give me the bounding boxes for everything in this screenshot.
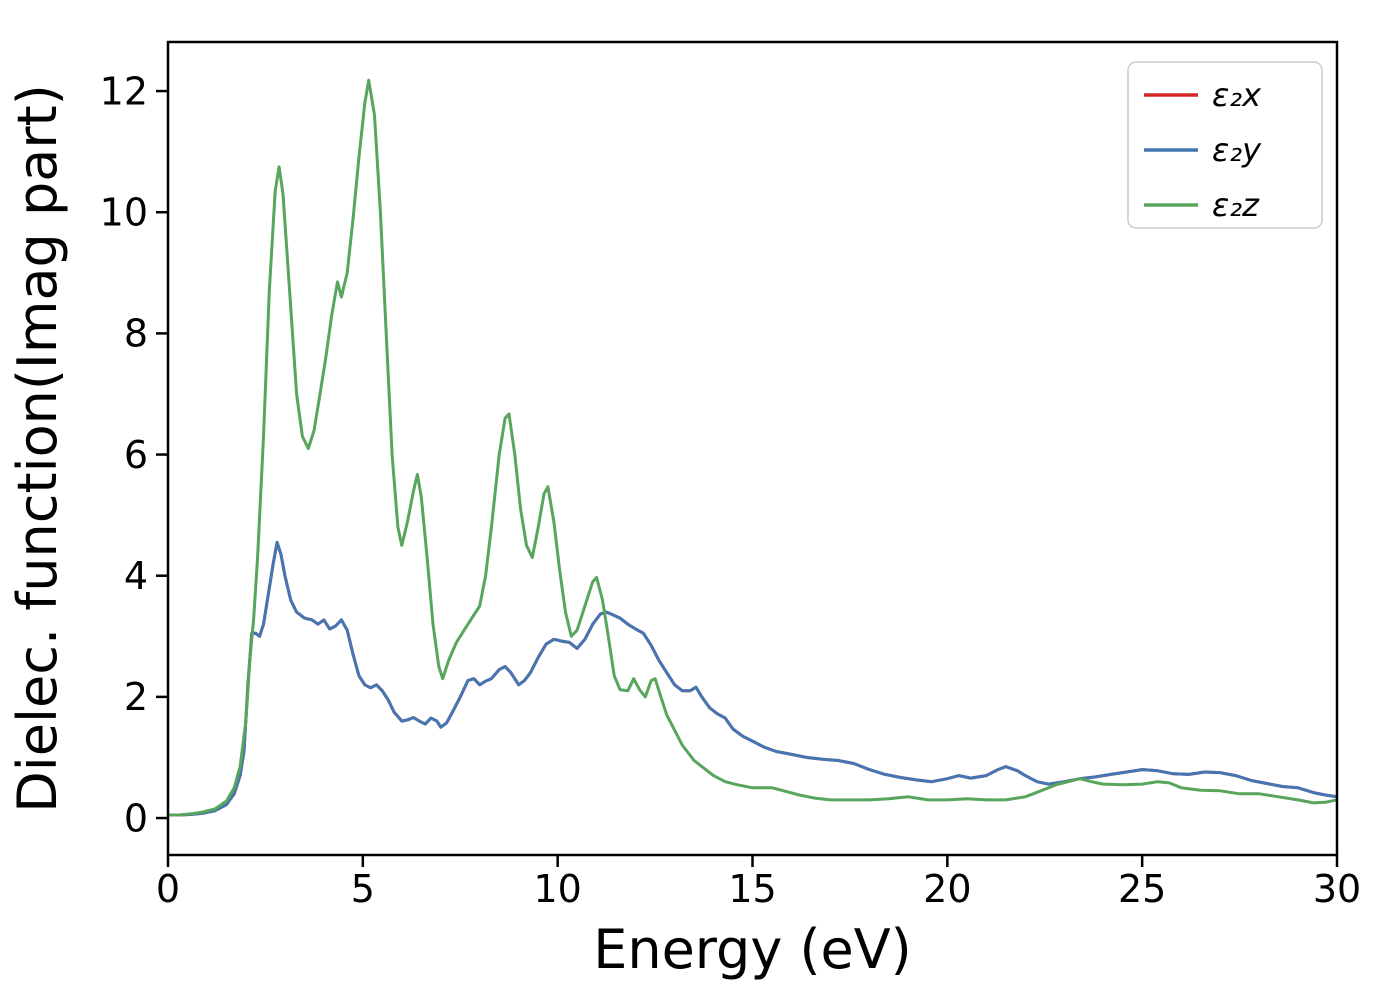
y-tick-label: 12 (100, 69, 148, 113)
x-tick-label: 5 (351, 867, 375, 911)
y-tick-label: 10 (100, 191, 148, 235)
x-tick-label: 30 (1313, 867, 1361, 911)
y-tick-label: 0 (124, 796, 148, 840)
x-tick-label: 10 (533, 867, 581, 911)
x-tick-label: 25 (1118, 867, 1166, 911)
y-axis: 0 2 4 6 8 10 12 (100, 69, 168, 840)
y-tick-label: 8 (124, 312, 148, 356)
y-axis-label: Dielec. function(Imag part) (6, 84, 69, 813)
y-tick-label: 4 (124, 554, 148, 598)
y-tick-label: 2 (124, 675, 148, 719)
x-tick-label: 0 (156, 867, 180, 911)
x-axis: 0 5 10 15 20 25 30 (156, 855, 1361, 911)
legend-label-2: ε₂z (1212, 186, 1260, 224)
x-tick-label: 20 (923, 867, 971, 911)
y-tick-label: 6 (124, 433, 148, 477)
legend-label-0: ε₂x (1212, 76, 1262, 114)
series-lines (168, 78, 1337, 817)
legend: ε₂x ε₂y ε₂z (1127, 61, 1323, 229)
series-line-1 (168, 540, 1337, 817)
legend-label-1: ε₂y (1212, 131, 1262, 169)
legend-box (1127, 61, 1323, 229)
x-axis-label: Energy (eV) (593, 918, 912, 981)
series-line-2 (168, 78, 1337, 817)
x-tick-label: 15 (728, 867, 776, 911)
